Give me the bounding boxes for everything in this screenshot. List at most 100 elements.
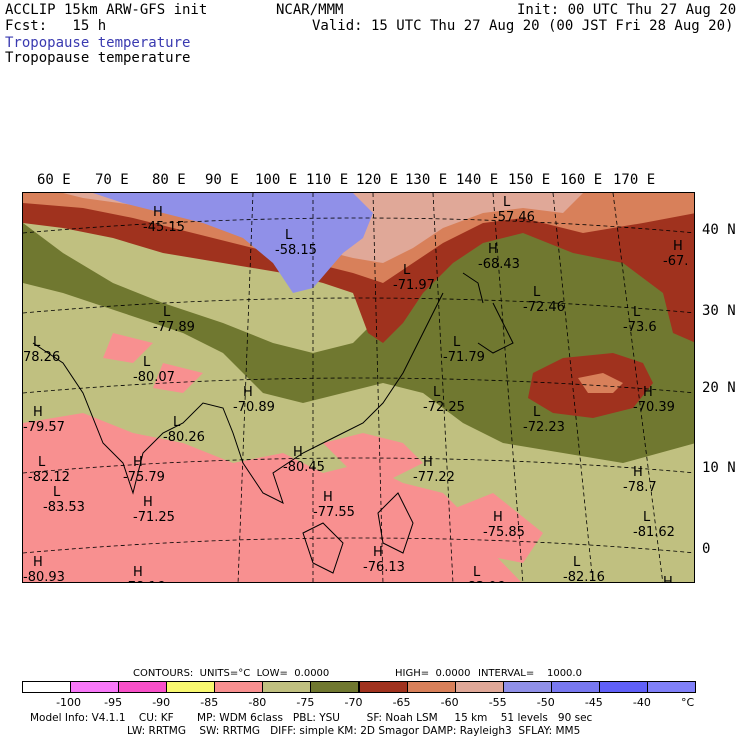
longitude-label: 160 E	[560, 172, 603, 188]
colorbar-tick: -55	[488, 696, 507, 709]
colorbar-tick: -40	[632, 696, 651, 709]
center-letter: H	[488, 242, 498, 257]
header-init-time: Init: 00 UTC Thu 27 Aug 20	[517, 2, 737, 18]
colorbar-tick: -70	[344, 696, 363, 709]
center-letter: H	[493, 510, 503, 525]
colorbar-tick: -95	[104, 696, 123, 709]
center-letter: L	[433, 385, 441, 400]
model-info-line2: LW: RRTMG SW: RRTMG DIFF: simple KM: 2D …	[127, 725, 581, 737]
center-letter: L	[573, 555, 581, 570]
header-model-title: ACCLIP 15km ARW-GFS init	[5, 2, 208, 18]
center-value: -71.79	[443, 350, 485, 365]
band-above-neg50	[93, 193, 373, 293]
center-letter: H	[323, 490, 333, 505]
center-value: -45.15	[143, 220, 185, 235]
center-letter: H	[293, 445, 303, 460]
colorbar-tick: -65	[392, 696, 411, 709]
latitude-label: 40 N	[702, 222, 736, 238]
band-neg70	[23, 213, 694, 463]
center-value: -71.97	[393, 278, 435, 293]
center-value: 78.26	[23, 350, 60, 365]
center-letter: L	[533, 285, 541, 300]
latitude-label: 30 N	[702, 303, 736, 319]
center-letter: H	[133, 455, 143, 470]
longitude-label: 120 E	[356, 172, 399, 188]
center-letter: L	[403, 263, 411, 278]
center-letter: L	[453, 335, 461, 350]
colorbar-cell	[598, 681, 648, 693]
colorbar-cell	[646, 681, 696, 693]
longitude-label: 140 E	[456, 172, 499, 188]
latitude-label: 10 N	[702, 460, 736, 476]
center-letter: H	[243, 385, 253, 400]
center-value: -70.39	[633, 400, 675, 415]
center-value: -80.45	[283, 460, 325, 475]
center-letter: H	[673, 239, 683, 254]
center-letter: H	[153, 205, 163, 220]
colorbar-cell	[550, 681, 600, 693]
center-value: -67.	[663, 254, 688, 269]
longitude-label: 150 E	[508, 172, 551, 188]
center-value: -70.89	[233, 400, 275, 415]
colorbar-tick: -80	[248, 696, 267, 709]
center-letter: L	[33, 335, 41, 350]
center-letter: H	[33, 555, 43, 570]
center-value: -83.06	[463, 580, 505, 583]
pressure-centers: H-45.15L-58.15L-57.46H-68.43H-67.L-71.97…	[23, 195, 688, 583]
center-value: -72.46	[523, 300, 565, 315]
center-value: -77.89	[153, 320, 195, 335]
center-letter: L	[53, 485, 61, 500]
colorbar-tick: -45	[584, 696, 603, 709]
center-letter: H	[663, 575, 673, 583]
contour-interval: INTERVAL= 1000.0	[478, 668, 582, 679]
center-value: -83.53	[43, 500, 85, 515]
center-value: -75.79	[123, 470, 165, 485]
center-letter: L	[633, 305, 641, 320]
center-letter: L	[173, 415, 181, 430]
center-value: -77.22	[413, 470, 455, 485]
center-letter: H	[33, 405, 43, 420]
longitude-label: 110 E	[306, 172, 349, 188]
center-value: -72.25	[423, 400, 465, 415]
latitude-label: 20 N	[702, 380, 736, 396]
colorbar-tick: -60	[440, 696, 459, 709]
center-value: -82.16	[563, 570, 605, 583]
model-info-line1: Model Info: V4.1.1 CU: KF MP: WDM 6class…	[30, 712, 593, 724]
center-value: -71.25	[133, 510, 175, 525]
colorbar-cell	[406, 681, 456, 693]
colorbar-tick: °C	[681, 696, 695, 709]
colorbar-cell	[454, 681, 504, 693]
colorbar-tick: -50	[536, 696, 555, 709]
center-letter: L	[643, 510, 651, 525]
center-letter: H	[633, 465, 643, 480]
colorbar-tick: -75	[296, 696, 315, 709]
center-value: -72.23	[523, 420, 565, 435]
colorbar-cell	[118, 681, 168, 693]
center-value: -78.7	[623, 480, 657, 495]
longitude-label: 130 E	[405, 172, 448, 188]
center-letter: L	[473, 565, 481, 580]
colorbar-tick: -100	[56, 696, 82, 709]
field-title-blue: Tropopause temperature	[5, 35, 191, 51]
center-letter: L	[143, 355, 151, 370]
center-value: -73.6	[623, 320, 657, 335]
longitude-label: 70 E	[95, 172, 129, 188]
center-letter: H	[643, 385, 653, 400]
colorbar	[22, 681, 696, 694]
colorbar-tick: -85	[200, 696, 219, 709]
colorbar-cell	[214, 681, 264, 693]
center-value: -57.46	[493, 210, 535, 225]
longitude-label: 100 E	[255, 172, 298, 188]
center-letter: H	[133, 565, 143, 580]
header-forecast-hour: Fcst: 15 h	[5, 18, 107, 34]
band-neg60-pacific	[578, 373, 623, 393]
center-value: -79.57	[23, 420, 65, 435]
center-value: -58.15	[275, 243, 317, 258]
longitude-label: 90 E	[205, 172, 239, 188]
map-panel: H -45.15 L -58.15 L -57.46 H -68.43 H -67. L -71.97…	[22, 192, 695, 583]
colorbar-cell	[358, 681, 408, 693]
latitude-label: 0	[702, 541, 711, 557]
center-letter: H	[423, 455, 433, 470]
longitude-label: 170 E	[613, 172, 656, 188]
longitude-label: 80 E	[152, 172, 186, 188]
